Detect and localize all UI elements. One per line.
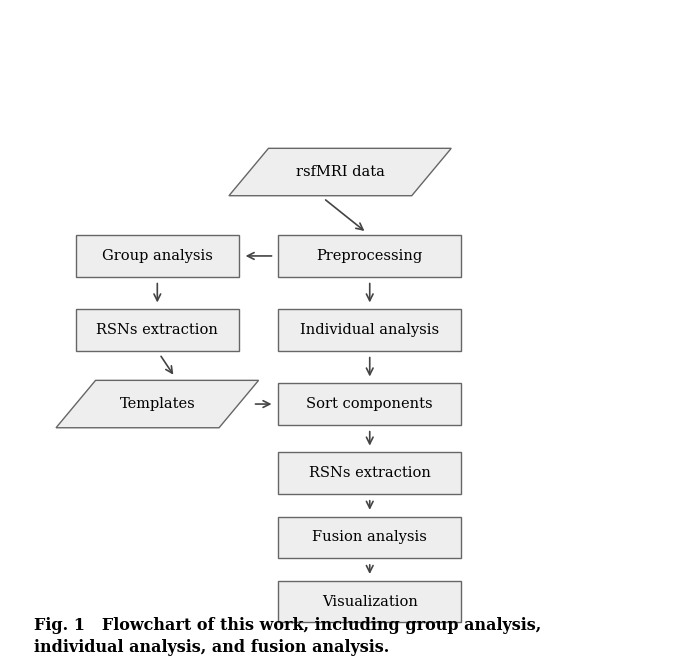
FancyBboxPatch shape (76, 310, 239, 350)
Polygon shape (229, 148, 451, 196)
Text: Preprocessing: Preprocessing (317, 249, 423, 263)
Text: Group analysis: Group analysis (102, 249, 213, 263)
FancyBboxPatch shape (278, 581, 461, 622)
Text: Fusion analysis: Fusion analysis (313, 531, 427, 544)
FancyBboxPatch shape (278, 383, 461, 425)
Polygon shape (56, 380, 259, 428)
FancyBboxPatch shape (76, 235, 239, 277)
FancyBboxPatch shape (278, 517, 461, 558)
Text: Individual analysis: Individual analysis (300, 323, 439, 337)
Text: RSNs extraction: RSNs extraction (309, 466, 431, 480)
Text: Sort components: Sort components (306, 397, 433, 411)
FancyBboxPatch shape (278, 453, 461, 494)
FancyBboxPatch shape (278, 310, 461, 350)
Text: RSNs extraction: RSNs extraction (96, 323, 219, 337)
Text: Fig. 1   Flowchart of this work, including group analysis,: Fig. 1 Flowchart of this work, including… (34, 617, 541, 634)
Text: Templates: Templates (120, 397, 195, 411)
Text: rsfMRI data: rsfMRI data (296, 165, 384, 179)
Text: Visualization: Visualization (322, 595, 418, 609)
Text: individual analysis, and fusion analysis.: individual analysis, and fusion analysis… (34, 639, 389, 656)
FancyBboxPatch shape (278, 235, 461, 277)
